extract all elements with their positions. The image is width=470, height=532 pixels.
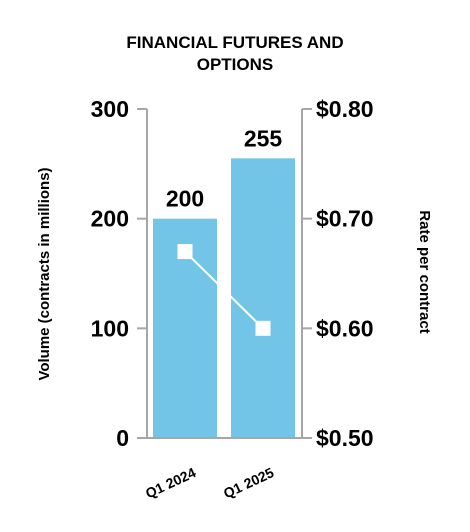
category-axis: Q1 2024 Q1 2025 [143, 464, 277, 501]
rate-line [184, 250, 264, 330]
left-tick-label: 300 [91, 96, 129, 122]
category-label: Q1 2024 [143, 464, 199, 501]
right-axis: $0.50 $0.60 $0.70 $0.80 [301, 96, 374, 451]
right-tick-label: $0.70 [316, 206, 374, 232]
rate-marker [255, 320, 271, 336]
rate-line-series [177, 244, 271, 336]
left-axis: 0 100 200 300 [91, 96, 148, 451]
right-tick-label: $0.80 [316, 96, 374, 122]
bar-series: 200 255 [137, 125, 302, 439]
left-tick-label: 200 [91, 206, 129, 232]
category-label: Q1 2025 [221, 464, 277, 501]
volume-bar [231, 158, 295, 438]
chart-title-line-1: FINANCIAL FUTURES AND [126, 33, 343, 52]
left-tick-label: 100 [91, 315, 129, 341]
rate-marker [177, 244, 193, 260]
volume-data-label: 200 [166, 186, 204, 212]
volume-data-label: 255 [244, 125, 283, 151]
right-axis-label: Rate per contract [416, 210, 433, 333]
left-axis-label: Volume (contracts in millions) [36, 167, 53, 380]
right-tick-label: $0.60 [316, 315, 374, 341]
left-tick-label: 0 [116, 425, 129, 451]
right-tick-label: $0.50 [316, 425, 374, 451]
chart-title-line-2: OPTIONS [197, 55, 274, 74]
